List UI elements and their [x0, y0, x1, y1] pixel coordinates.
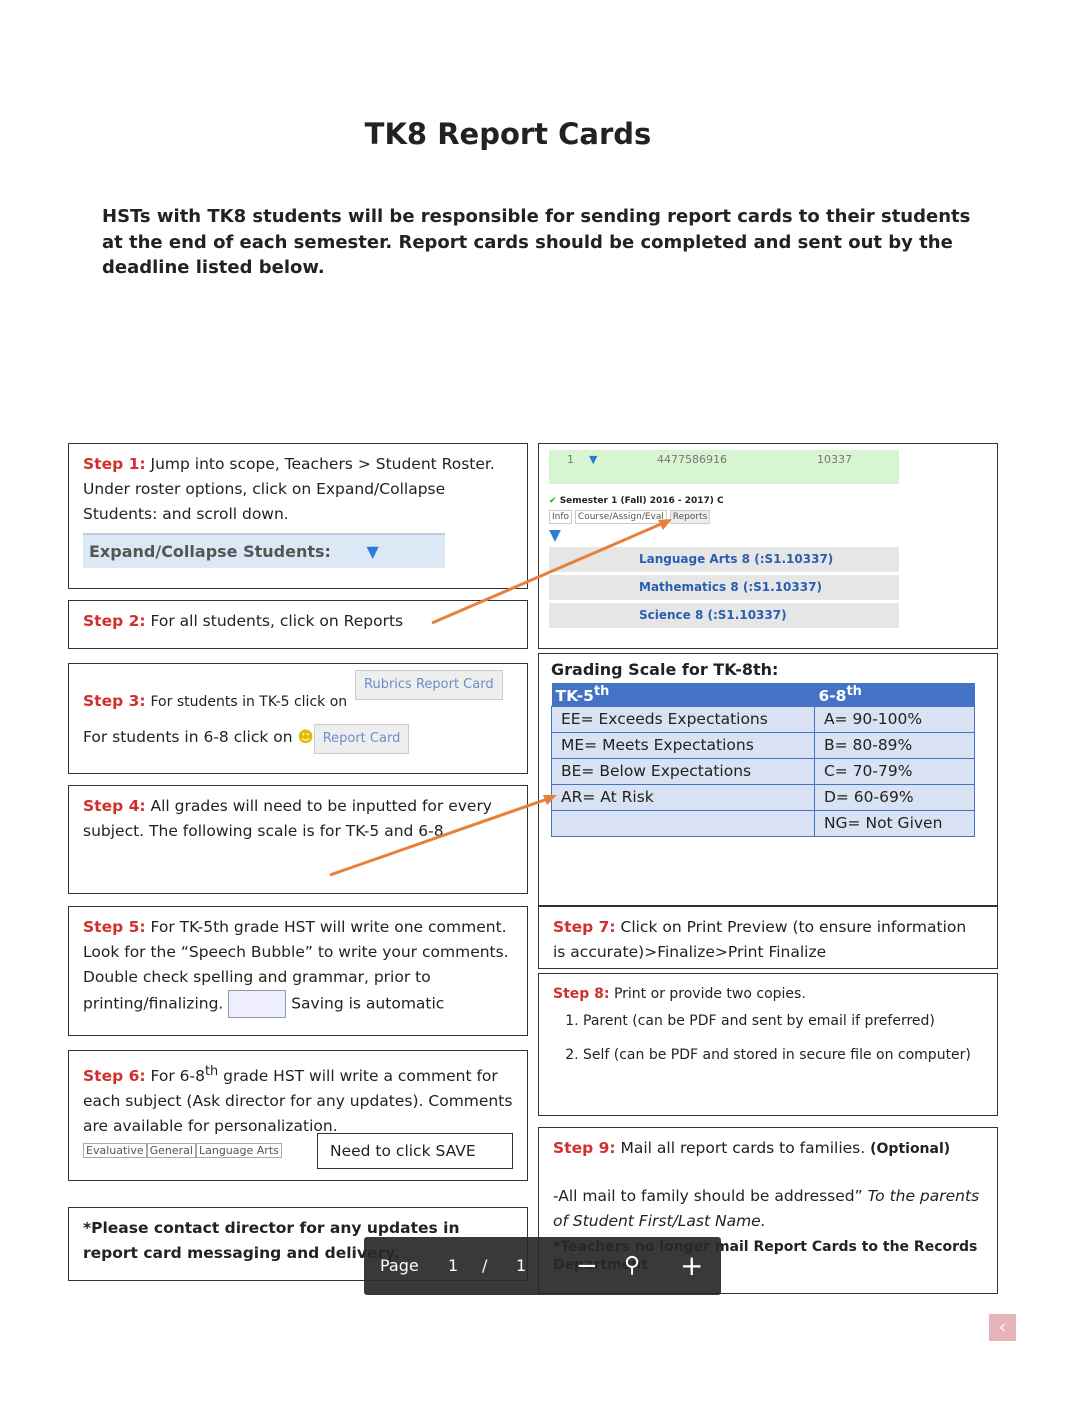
tab: General: [146, 1143, 196, 1159]
page-label: Page: [380, 1256, 419, 1275]
intro: HSTs with TK8 students will be responsib…: [102, 206, 971, 278]
tab: Language Arts: [195, 1143, 282, 1159]
step3: Rubrics Report Card Step 3: For students…: [68, 663, 528, 774]
zoom-in[interactable]: +: [680, 1249, 704, 1282]
cell: [551, 810, 815, 838]
label: Step 2:: [83, 612, 146, 630]
widget: Expand/Collapse Students: ▼: [83, 533, 445, 568]
step2: Step 2: For all students, click on Repor…: [68, 600, 528, 649]
label: Step 7:: [553, 918, 616, 936]
text: For students in 6-8 click on: [83, 728, 293, 746]
sup: th: [846, 684, 862, 699]
button: Report Card: [313, 724, 410, 754]
label: Step 6:: [83, 1067, 146, 1086]
cell: NG= Not Given: [813, 810, 976, 838]
semester: Semester 1 (Fall) 2016 - 2017) C: [559, 496, 724, 506]
cell: AR= At Risk: [551, 784, 815, 812]
step7: Step 7: Click on Print Preview (to ensur…: [538, 906, 998, 969]
sup: th: [593, 684, 610, 699]
cell: C= 70-79%: [813, 758, 976, 786]
text: grade HST will write a comment for each …: [83, 1067, 513, 1136]
current-page[interactable]: 1: [448, 1256, 459, 1275]
h: TK-5: [555, 687, 594, 706]
header: 6-8th: [814, 683, 975, 707]
step5: Step 5: For TK-5th grade HST will write …: [68, 906, 528, 1036]
cell: EE= Exceeds Expectations: [551, 706, 815, 734]
text: All grades will need to be inputted for …: [83, 797, 492, 840]
grading-scale: Grading Scale for TK-8th: TK-5th 6-8th EE=…: [538, 653, 998, 906]
note: *Please contact director for any updates…: [68, 1207, 528, 1281]
total-pages: 1: [516, 1256, 527, 1275]
cell: D= 60-69%: [813, 784, 976, 812]
label: Step 4:: [83, 797, 146, 815]
text: Mail all report cards to families.: [620, 1139, 866, 1157]
h: 6-8: [818, 687, 847, 706]
widget-label: Expand/Collapse Students:: [89, 542, 331, 561]
cell: ME= Meets Expectations: [551, 732, 815, 760]
text: For all students, click on Reports: [150, 612, 404, 630]
tab: Evaluative: [83, 1143, 147, 1159]
step8: Step 8: Print or provide two copies. Par…: [538, 973, 998, 1116]
save-note: Need to click SAVE: [317, 1133, 513, 1169]
label: Step 1:: [83, 455, 146, 473]
text: Saving is automatic: [291, 994, 445, 1013]
pdf-toolbar: Page 1 / 1 − ⚲ +: [364, 1237, 721, 1295]
arrow: [329, 795, 554, 877]
arrowhead: [658, 519, 672, 530]
nav-button[interactable]: ‹: [989, 1314, 1016, 1341]
zoom-icon[interactable]: ⚲: [624, 1253, 641, 1278]
scale-row: NG= Not Given: [551, 810, 976, 838]
cell: 1: [567, 453, 574, 466]
label: Step 8:: [553, 986, 610, 1002]
cell: 10337: [817, 453, 852, 466]
header: TK-5th: [551, 683, 815, 707]
roster-screenshot: 1 ▼ 4477586916 10337 ✔ Semester 1 (Fall)…: [538, 443, 998, 649]
item: Parent (can be PDF and sent by email if …: [583, 1011, 983, 1031]
button: Rubrics Report Card: [355, 670, 503, 700]
text: Click on Print Preview (to ensure inform…: [553, 918, 967, 961]
separator: /: [482, 1256, 488, 1275]
text: For students in TK-5 click on: [150, 694, 348, 710]
text: For 6-8: [150, 1067, 205, 1086]
text: Jump into scope, Teachers > Student Rost…: [83, 455, 495, 523]
course: Science 8 (:S1.10337): [549, 603, 899, 628]
roster-row: 1 ▼ 4477586916 10337: [549, 450, 899, 484]
tab: Reports: [669, 510, 711, 524]
cell: A= 90-100%: [813, 706, 976, 734]
zoom-out[interactable]: −: [576, 1251, 598, 1281]
italic: To the parents of Student First/Last Nam…: [553, 1187, 980, 1230]
label: Step 9:: [553, 1139, 616, 1157]
optional: (Optional): [870, 1141, 951, 1157]
label: Step 3:: [83, 692, 146, 710]
text: Print or provide two copies.: [613, 986, 806, 1002]
scale-row: EE= Exceeds Expectations A= 90-100%: [551, 706, 976, 734]
sup: th: [204, 1064, 219, 1079]
text: -All mail to family should be addressed”: [553, 1187, 868, 1205]
cell: 4477586916: [657, 453, 727, 466]
title: TK8 Report Cards: [364, 117, 652, 151]
scale-row: AR= At Risk D= 60-69%: [551, 784, 976, 812]
title: Grading Scale for TK-8th:: [551, 660, 779, 679]
tab: Info: [549, 510, 573, 524]
course: Mathematics 8 (:S1.10337): [549, 575, 899, 600]
text: For TK-5th grade HST will write one comm…: [83, 918, 509, 1013]
label: Step 5:: [83, 918, 146, 936]
step1: Step 1: Jump into scope, Teachers > Stud…: [68, 443, 528, 589]
arrow: [431, 519, 669, 625]
course: Language Arts 8 (:S1.10337): [549, 547, 899, 572]
step4: Step 4: All grades will need to be input…: [68, 785, 528, 894]
scale-table: TK-5th 6-8th EE= Exceeds Expectations A= 90…: [551, 683, 976, 838]
arrowhead: [543, 795, 557, 805]
step6: Step 6: For 6-8th grade HST will write a…: [68, 1050, 528, 1181]
tab: Course/Assign/Eval: [574, 510, 667, 524]
item: Self (can be PDF and stored in secure fi…: [583, 1045, 983, 1065]
